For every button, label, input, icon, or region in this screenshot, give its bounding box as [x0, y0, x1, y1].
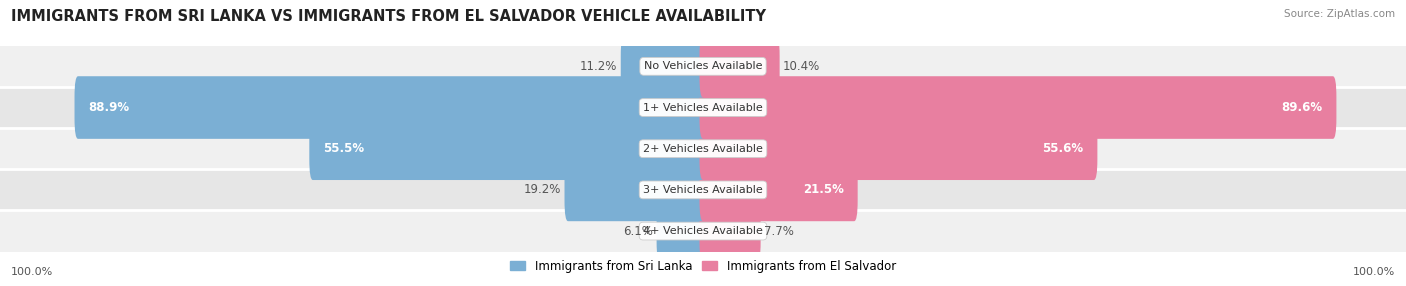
Legend: Immigrants from Sri Lanka, Immigrants from El Salvador: Immigrants from Sri Lanka, Immigrants fr… — [505, 255, 901, 277]
FancyBboxPatch shape — [621, 35, 707, 98]
Text: 7.7%: 7.7% — [765, 225, 794, 238]
Text: 88.9%: 88.9% — [89, 101, 129, 114]
Text: 10.4%: 10.4% — [783, 60, 820, 73]
FancyBboxPatch shape — [309, 118, 707, 180]
Text: 100.0%: 100.0% — [1353, 267, 1395, 277]
Text: 89.6%: 89.6% — [1281, 101, 1322, 114]
FancyBboxPatch shape — [657, 200, 707, 262]
Text: No Vehicles Available: No Vehicles Available — [644, 61, 762, 71]
FancyBboxPatch shape — [700, 159, 858, 221]
Text: Source: ZipAtlas.com: Source: ZipAtlas.com — [1284, 9, 1395, 19]
Text: IMMIGRANTS FROM SRI LANKA VS IMMIGRANTS FROM EL SALVADOR VEHICLE AVAILABILITY: IMMIGRANTS FROM SRI LANKA VS IMMIGRANTS … — [11, 9, 766, 23]
Bar — [0, 87, 1406, 128]
FancyBboxPatch shape — [565, 159, 707, 221]
Bar — [0, 210, 1406, 252]
Text: 100.0%: 100.0% — [11, 267, 53, 277]
Text: 6.1%: 6.1% — [623, 225, 652, 238]
Text: 2+ Vehicles Available: 2+ Vehicles Available — [643, 144, 763, 154]
FancyBboxPatch shape — [75, 76, 707, 139]
Bar — [0, 46, 1406, 87]
Bar — [0, 128, 1406, 169]
Text: 21.5%: 21.5% — [803, 183, 844, 196]
Bar — [0, 169, 1406, 210]
Text: 55.5%: 55.5% — [323, 142, 364, 155]
Text: 11.2%: 11.2% — [579, 60, 617, 73]
Text: 4+ Vehicles Available: 4+ Vehicles Available — [643, 226, 763, 236]
Text: 19.2%: 19.2% — [523, 183, 561, 196]
Text: 1+ Vehicles Available: 1+ Vehicles Available — [643, 103, 763, 112]
FancyBboxPatch shape — [700, 35, 779, 98]
FancyBboxPatch shape — [700, 76, 1336, 139]
Text: 55.6%: 55.6% — [1042, 142, 1084, 155]
FancyBboxPatch shape — [700, 200, 761, 262]
Text: 3+ Vehicles Available: 3+ Vehicles Available — [643, 185, 763, 195]
FancyBboxPatch shape — [700, 118, 1098, 180]
